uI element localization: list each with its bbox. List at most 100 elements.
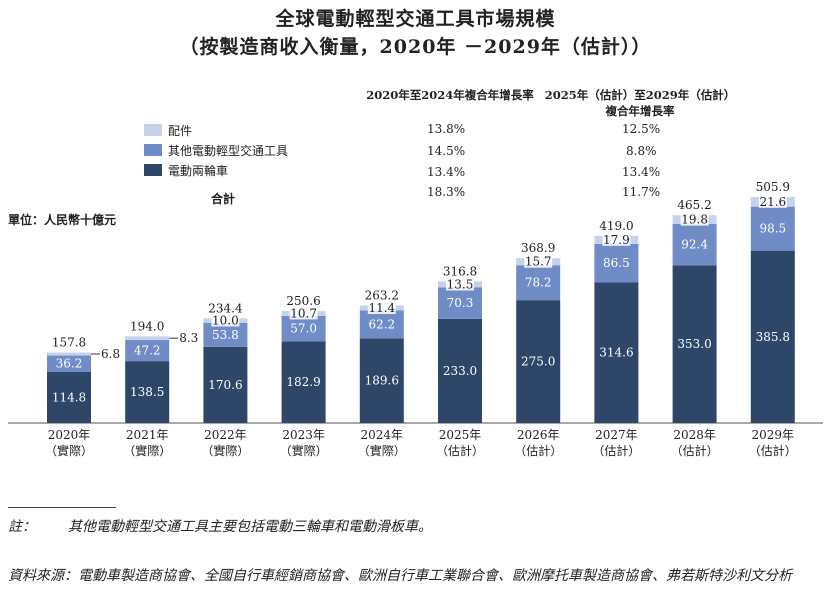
bar-電動兩輪車-4 — [359, 338, 404, 423]
label-accessories-1: 8.3 — [179, 331, 198, 345]
bar-其他電動輕型交通工具-4 — [359, 310, 404, 339]
label-bg-accessories-6 — [524, 255, 553, 268]
bar-電動兩輪車-9 — [750, 250, 795, 423]
label-other-vehicles-0: 36.2 — [56, 357, 83, 371]
label-bg-accessories-5 — [446, 278, 474, 291]
category-year-7: 2027年 — [595, 428, 638, 442]
category-year-8: 2028年 — [673, 428, 716, 442]
label-two-wheelers-6: 275.0 — [521, 355, 555, 369]
label-bg-accessories-7 — [602, 233, 631, 246]
total-label-8: 465.2 — [677, 198, 711, 212]
unit-label: 單位：人民幣十億元 — [8, 213, 117, 227]
category-year-5: 2025年 — [439, 428, 482, 442]
label-bg-accessories-4 — [367, 301, 396, 314]
cagr-header-2025-2029-line2: 複合年增長率 — [605, 104, 675, 118]
category-year-1: 2021年 — [126, 428, 169, 442]
category-year-9: 2029年 — [752, 428, 795, 442]
legend-cagr1-two-wheelers: 13.4% — [427, 165, 466, 179]
bar-電動兩輪車-3 — [281, 341, 326, 423]
bar-電動兩輪車-0 — [47, 371, 91, 423]
label-other-vehicles-1: 47.2 — [134, 344, 161, 358]
category-status-4: （實際） — [358, 443, 406, 458]
cagr-header-2020-2024: 2020年至2024年複合年增長率 — [366, 88, 534, 102]
total-label-0: 157.8 — [52, 336, 86, 350]
label-other-vehicles-5: 70.3 — [447, 296, 474, 310]
chart-title-line1: 全球電動輕型交通工具市場規模 — [275, 8, 556, 30]
legend-swatch-accessories — [144, 124, 162, 136]
category-status-6: （估計） — [514, 443, 562, 458]
label-two-wheelers-2: 170.6 — [208, 378, 242, 392]
label-accessories-9: 21.6 — [759, 195, 786, 209]
label-two-wheelers-0: 114.8 — [52, 390, 86, 404]
legend-cagr2-two-wheelers: 13.4% — [622, 165, 661, 179]
bar-其他電動輕型交通工具-0 — [47, 355, 91, 372]
category-status-5: （估計） — [436, 443, 484, 458]
label-accessories-3: 10.7 — [290, 306, 317, 320]
source-text: 資料來源：電動車製造商協會、全國自行車經銷商協會、歐洲自行車工業聯合會、歐洲摩托… — [8, 568, 792, 584]
total-label-7: 419.0 — [599, 219, 633, 233]
label-bg-accessories-3 — [289, 307, 318, 320]
legend-cagr1-other-vehicles: 14.5% — [427, 144, 466, 158]
total-label-3: 250.6 — [286, 294, 320, 308]
bar-其他電動輕型交通工具-1 — [125, 340, 170, 362]
category-status-0: （實際） — [45, 443, 93, 458]
bar-其他電動輕型交通工具-7 — [594, 243, 639, 283]
label-accessories-2: 10.0 — [212, 314, 239, 328]
label-two-wheelers-7: 314.6 — [599, 346, 633, 360]
bar-電動兩輪車-5 — [438, 318, 482, 423]
footnote: 註： 其他電動輕型交通工具主要包括電動三輪車和電動滑板車。 — [8, 516, 432, 536]
legend-swatch-other-vehicles — [144, 144, 162, 156]
label-two-wheelers-3: 182.9 — [286, 375, 320, 389]
category-status-3: （實際） — [280, 443, 328, 458]
bar-其他電動輕型交通工具-9 — [750, 206, 795, 251]
label-bg-accessories-9 — [758, 195, 787, 208]
category-year-4: 2024年 — [361, 428, 404, 442]
bar-其他電動輕型交通工具-8 — [672, 224, 717, 266]
label-accessories-7: 17.9 — [603, 233, 630, 247]
category-year-2: 2022年 — [204, 428, 247, 442]
label-other-vehicles-6: 78.2 — [525, 276, 552, 290]
category-year-0: 2020年 — [48, 428, 91, 442]
label-accessories-8: 19.8 — [681, 213, 708, 227]
bar-配件-0 — [47, 352, 91, 356]
category-status-2: （實際） — [201, 443, 249, 458]
legend-label-other-vehicles: 其他電動輕型交通工具 — [168, 144, 289, 158]
legend-total-label: 合計 — [211, 192, 236, 206]
total-label-2: 234.4 — [208, 301, 243, 315]
category-status-1: （實際） — [123, 443, 171, 458]
footnote-text: 其他電動輕型交通工具主要包括電動三輪車和電動滑板車。 — [68, 519, 432, 535]
label-accessories-0: 6.8 — [101, 347, 120, 361]
label-accessories-6: 15.7 — [525, 255, 552, 269]
label-two-wheelers-5: 233.0 — [443, 364, 477, 378]
bar-電動兩輪車-2 — [203, 346, 248, 423]
legend-label-two-wheelers: 電動兩輪車 — [168, 164, 229, 178]
label-accessories-4: 11.4 — [368, 301, 395, 315]
legend-total-cagr2: 11.7% — [622, 185, 661, 199]
bar-電動兩輪車-7 — [594, 282, 639, 423]
label-other-vehicles-8: 92.4 — [681, 238, 708, 252]
bar-其他電動輕型交通工具-6 — [516, 265, 561, 301]
bar-其他電動輕型交通工具-3 — [281, 315, 326, 342]
bar-電動兩輪車-1 — [125, 361, 170, 423]
category-year-6: 2026年 — [517, 428, 560, 442]
label-other-vehicles-3: 57.0 — [290, 322, 317, 336]
label-two-wheelers-9: 385.8 — [756, 330, 790, 344]
label-bg-accessories-2 — [211, 314, 240, 327]
total-label-9: 505.9 — [756, 180, 790, 194]
total-label-6: 368.9 — [521, 241, 555, 255]
total-label-4: 263.2 — [365, 288, 399, 302]
bar-其他電動輕型交通工具-5 — [438, 287, 482, 319]
total-label-1: 194.0 — [130, 319, 164, 333]
legend-cagr2-accessories: 12.5% — [622, 122, 661, 136]
bar-配件-1 — [125, 336, 170, 341]
chart-title-line2: （按製造商收入衡量，2020年 －2029年（估計）） — [179, 36, 652, 58]
footnote-divider — [8, 507, 116, 508]
label-other-vehicles-4: 62.2 — [368, 317, 395, 331]
category-year-3: 2023年 — [282, 428, 325, 442]
label-bg-accessories-8 — [680, 213, 709, 226]
category-status-7: （估計） — [592, 443, 640, 458]
label-two-wheelers-1: 138.5 — [130, 385, 164, 399]
legend-cagr2-other-vehicles: 8.8% — [626, 144, 657, 158]
cagr-header-2025-2029: 2025年（估計）至2029年（估計） 複合年增長率 — [540, 87, 740, 119]
stacked-bar-chart: 114.836.26.8157.82020年（實際）138.547.28.319… — [8, 180, 823, 458]
